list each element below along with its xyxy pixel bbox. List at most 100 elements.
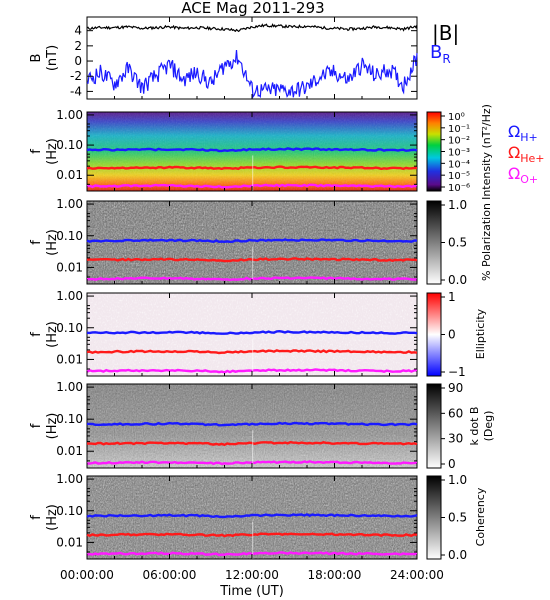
gyro-line-h bbox=[86, 147, 418, 153]
legend-gyro-h: ΩH+ bbox=[508, 122, 538, 144]
colorbar-label: Coherency bbox=[474, 487, 487, 546]
colorbar-tick-label: 0.0 bbox=[448, 273, 467, 287]
y-tick-label: 0.01 bbox=[56, 352, 83, 366]
colorbar-tick-label: 0 bbox=[448, 328, 456, 342]
frequency-axes: 1.000.100.01f (Hz)1.000.100.01f (Hz)1.000.… bbox=[29, 108, 417, 553]
y-tick-label: 0.01 bbox=[56, 168, 83, 182]
y-axis-label: f bbox=[29, 332, 44, 337]
x-axis: 00:00:00 06:00:00 12:00:00 18:00:00 24:00:00 bbox=[60, 17, 444, 582]
colorbar-tick-label: 0 bbox=[448, 457, 456, 471]
x-tick-label: 24:00:00 bbox=[390, 568, 444, 582]
panel-coherency: Coherency bbox=[86, 475, 487, 560]
colorbar-tick-label: 10⁻² bbox=[448, 136, 470, 147]
y-axis-label: f bbox=[29, 240, 44, 245]
gyro-line-he bbox=[86, 257, 418, 263]
y-tick-label: 0.10 bbox=[56, 504, 83, 518]
y-tick-label: 0.10 bbox=[56, 229, 83, 243]
colorbar-tick-label: 1 bbox=[448, 290, 456, 304]
y-tick-label: 0.01 bbox=[56, 444, 83, 458]
y-tick-label: 1.00 bbox=[56, 289, 83, 303]
gyro-line-h bbox=[86, 513, 418, 519]
colorbar-unit: (Deg) bbox=[482, 411, 495, 442]
gyro-legend: ΩH+ ΩHe+ ΩO+ bbox=[508, 122, 545, 186]
heatmap-polarization-texture bbox=[87, 201, 417, 284]
x-tick-label: 00:00:00 bbox=[60, 568, 114, 582]
x-tick-label: 18:00:00 bbox=[308, 568, 362, 582]
colorbar-tick-label: 0.5 bbox=[448, 511, 467, 525]
panel-ellipticity: Ellipticity bbox=[86, 292, 487, 377]
gyro-line-o bbox=[86, 368, 417, 374]
colorbar-label: Ellipticity bbox=[474, 308, 487, 359]
colorbar-tick-label: 30 bbox=[448, 432, 463, 446]
y-axis-label: f bbox=[29, 423, 44, 428]
colorbar-tick-label: 60 bbox=[448, 406, 463, 420]
y-axis-unit: (Hz) bbox=[45, 413, 60, 440]
colorbar-label: % Polarization bbox=[480, 203, 493, 281]
x-tick-label: 06:00:00 bbox=[143, 568, 197, 582]
chart-title: ACE Mag 2011-293 bbox=[181, 0, 324, 17]
colorbar-tick-label: 10⁻³ bbox=[448, 148, 470, 159]
colorbar-tick-label: 90 bbox=[448, 381, 463, 395]
panel-k-dot-b: k dot B (Deg) bbox=[86, 383, 495, 469]
y-tick-label: 0.10 bbox=[56, 321, 83, 335]
colorbar-tick-label: 1.0 bbox=[448, 198, 467, 212]
heatmap-coherency-texture bbox=[87, 476, 417, 559]
colorbar-tick-label: 0.5 bbox=[448, 236, 467, 250]
y-tick-label: 1.00 bbox=[56, 108, 83, 122]
y-tick-label: 4 bbox=[74, 24, 82, 38]
panel-magnetic-field: 420-2-4 B (nT) |B| BR bbox=[29, 16, 459, 100]
colorbar-tick-label: 0.0 bbox=[448, 548, 467, 562]
legend-total-field: |B| bbox=[432, 21, 459, 45]
y-axis-ticks: 420-2-4 bbox=[70, 24, 417, 98]
panel-polarization: % Polarization bbox=[86, 200, 493, 285]
heatmap-intensity-texture bbox=[87, 112, 417, 191]
colorbar-tick-label: 1.0 bbox=[448, 473, 467, 487]
y-axis-unit: (nT) bbox=[45, 45, 60, 71]
y-tick-label: 0.10 bbox=[56, 412, 83, 426]
gyro-line-o bbox=[86, 183, 418, 189]
y-tick-label: 0.01 bbox=[56, 260, 83, 274]
y-axis-unit: (Hz) bbox=[45, 321, 60, 348]
colorbar-label: Intensity (nT²/Hz) bbox=[480, 104, 493, 200]
y-tick-label: 0.10 bbox=[56, 138, 83, 152]
colorbar-tick-label: 10⁻¹ bbox=[448, 124, 470, 135]
gyro-line-he bbox=[86, 532, 418, 538]
gyro-line-o bbox=[86, 460, 417, 466]
colorbar-polarization bbox=[426, 200, 442, 285]
gyro-line-h bbox=[87, 421, 418, 427]
gyro-line-o bbox=[86, 551, 418, 557]
y-axis-label: B bbox=[29, 54, 44, 63]
legend-gyro-o: ΩO+ bbox=[508, 164, 538, 186]
series-line-total-field bbox=[86, 23, 418, 33]
gyro-line-h bbox=[86, 329, 418, 335]
colorbar-intensity bbox=[426, 111, 442, 192]
x-tick-label: 12:00:00 bbox=[225, 568, 279, 582]
gyro-line-h bbox=[86, 238, 417, 244]
x-axis-label: Time (UT) bbox=[219, 584, 284, 599]
gyro-line-he bbox=[86, 165, 417, 171]
gyrofrequency-lines bbox=[86, 147, 418, 559]
gyro-line-he bbox=[86, 349, 418, 355]
y-axis-label: f bbox=[29, 149, 44, 154]
colorbar-label: k dot B bbox=[468, 407, 481, 446]
y-tick-label: 1.00 bbox=[56, 197, 83, 211]
y-axis-unit: (Hz) bbox=[45, 138, 60, 165]
colorbar-tick-label: 10⁰ bbox=[448, 112, 465, 123]
colorbar-tick-label: 10⁻⁴ bbox=[448, 159, 470, 170]
y-tick-label: 0 bbox=[74, 54, 82, 68]
y-tick-label: 1.00 bbox=[56, 472, 83, 486]
panel-intensity: Intensity (nT²/Hz) bbox=[86, 104, 493, 200]
y-tick-label: 0.01 bbox=[56, 535, 83, 549]
y-tick-label: -2 bbox=[70, 69, 82, 83]
colorbar-tick-label: −1 bbox=[448, 365, 466, 379]
heatmap-k-dot-b-texture bbox=[87, 384, 417, 468]
colorbar-tick-label: 10⁻⁵ bbox=[448, 171, 470, 182]
y-tick-label: 2 bbox=[74, 39, 82, 53]
gyro-line-he bbox=[86, 440, 418, 447]
y-axis-unit: (Hz) bbox=[45, 504, 60, 531]
series-line-radial-field bbox=[86, 49, 418, 99]
colorbar-k-dot-b bbox=[426, 383, 442, 469]
y-axis-unit: (Hz) bbox=[45, 229, 60, 256]
